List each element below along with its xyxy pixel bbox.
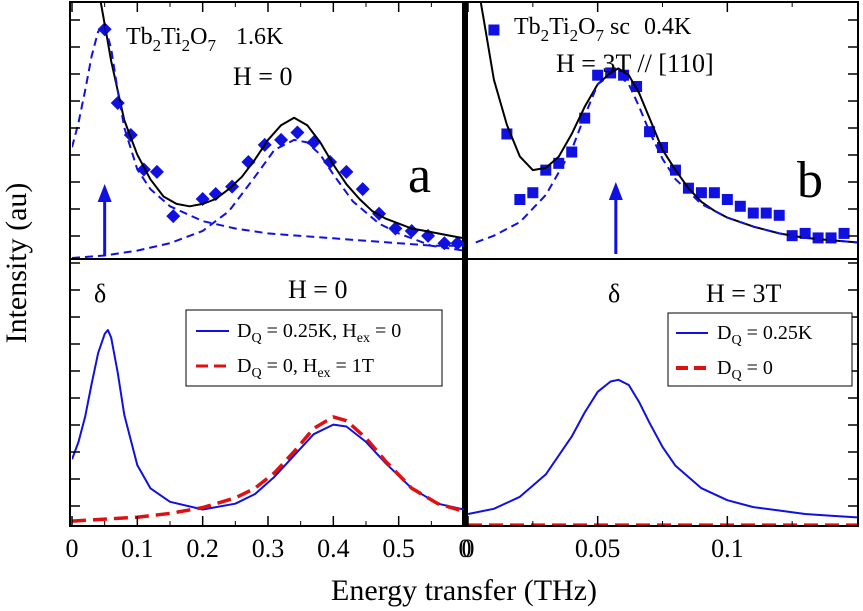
data-point-a-top bbox=[355, 182, 370, 197]
data-point-b-top bbox=[618, 69, 630, 81]
data-point-b-top bbox=[488, 24, 500, 36]
a-bottom-d-q-0-h-ex-1t-line bbox=[72, 415, 464, 523]
data-point-b-top bbox=[760, 207, 772, 219]
data-point-b-top bbox=[838, 227, 850, 239]
panel-b-bottom bbox=[468, 378, 857, 525]
b-top-peak-component-line bbox=[475, 74, 857, 244]
a-top-high-energy-peak-line bbox=[72, 138, 464, 258]
data-point-a-top bbox=[149, 164, 164, 179]
x-tick-label: 0.05 bbox=[575, 534, 621, 563]
x-tick-label: 0.2 bbox=[186, 534, 219, 563]
panel-a-field: H = 0 bbox=[233, 62, 292, 91]
data-point-a-top bbox=[290, 125, 305, 140]
x-tick-label: 0.1 bbox=[121, 534, 154, 563]
data-point-b-top bbox=[631, 81, 643, 92]
x-axis-label: Energy transfer (THz) bbox=[331, 574, 597, 607]
a-top-low-energy-peak-line bbox=[72, 23, 464, 247]
panel-b-top bbox=[475, 3, 857, 244]
panel-a-letter: a bbox=[408, 147, 431, 204]
legend-a-label-1: DQ = 0.25K, Hex = 0 bbox=[237, 320, 401, 346]
data-point-b-top bbox=[773, 209, 785, 221]
data-point-b-top bbox=[721, 194, 733, 205]
data-point-b-top bbox=[527, 187, 539, 199]
data-point-b-top bbox=[747, 207, 759, 219]
panel-a-bottom bbox=[72, 329, 464, 523]
x-tick-label: 0 bbox=[462, 534, 475, 563]
legend-b-box bbox=[667, 312, 853, 387]
a-top-total-fit-line bbox=[99, 3, 464, 240]
panel-b-letter: b bbox=[797, 152, 823, 209]
data-point-a-top bbox=[166, 209, 181, 224]
x-tick-label: 0.3 bbox=[252, 534, 285, 563]
data-point-b-top bbox=[592, 69, 604, 81]
data-point-a-top bbox=[110, 96, 125, 111]
panel-b-title: Tb2Ti2O7 sc 0.4K bbox=[514, 14, 692, 45]
data-point-b-top bbox=[812, 232, 824, 244]
data-point-a-top bbox=[437, 236, 452, 251]
data-point-a-top bbox=[274, 132, 289, 147]
panel-b-delta-label: δ bbox=[608, 279, 620, 308]
x-tick-label: 0.1 bbox=[711, 534, 744, 563]
data-point-a-top bbox=[241, 155, 256, 170]
data-point-b-top bbox=[695, 187, 707, 199]
data-point-b-top bbox=[825, 232, 837, 244]
b-bottom-d-q-0-25k-line bbox=[468, 378, 857, 519]
legend-a: DQ = 0.25K, Hex = 0 DQ = 0, Hex = 1T bbox=[185, 309, 443, 387]
data-point-b-top bbox=[514, 194, 526, 205]
data-point-a-top bbox=[339, 164, 354, 179]
delta-arrow-head-a-top bbox=[97, 184, 112, 202]
a-bottom-d-q-0-25k-h-ex-0-line bbox=[72, 329, 464, 511]
delta-arrow-head-b-top bbox=[608, 182, 623, 200]
legend-b: DQ = 0.25K DQ = 0 bbox=[667, 312, 853, 387]
x-tick-label: 0 bbox=[459, 534, 472, 563]
panel-a-title: Tb2Ti2O7 1.6K bbox=[126, 24, 284, 55]
panel-b-bottom-field: H = 3T bbox=[706, 279, 781, 308]
data-point-b-top bbox=[566, 146, 578, 158]
y-axis-label: Intensity (au) bbox=[0, 183, 33, 344]
data-point-a-top bbox=[450, 236, 464, 251]
panel-a-delta-label: δ bbox=[94, 279, 106, 308]
data-point-b-top bbox=[644, 126, 656, 138]
panel-a-top bbox=[72, 3, 464, 258]
data-point-b-top bbox=[540, 164, 552, 176]
x-tick-label: 0.5 bbox=[382, 534, 415, 563]
data-point-b-top bbox=[734, 200, 746, 212]
legend-a-box bbox=[185, 309, 443, 387]
chart-marks bbox=[72, 3, 857, 525]
data-point-a-top bbox=[388, 221, 403, 236]
x-tick-label: 0 bbox=[66, 534, 79, 563]
panel-a-bottom-field: H = 0 bbox=[288, 275, 347, 304]
data-point-b-top bbox=[501, 128, 513, 140]
data-point-b-top bbox=[799, 227, 811, 239]
legend-b-label-1: DQ = 0.25K bbox=[717, 322, 813, 348]
x-tick-label: 0.4 bbox=[317, 534, 350, 563]
legend-b-label-2: DQ = 0 bbox=[717, 357, 773, 383]
chart-ticks: 0 0.1 0.2 0.3 0.4 0.5 0 0.05 0.10 bbox=[66, 2, 858, 563]
data-point-b-top bbox=[708, 187, 720, 199]
data-point-b-top bbox=[553, 157, 565, 169]
panel-b-field: H = 3T // [110] bbox=[556, 49, 714, 78]
